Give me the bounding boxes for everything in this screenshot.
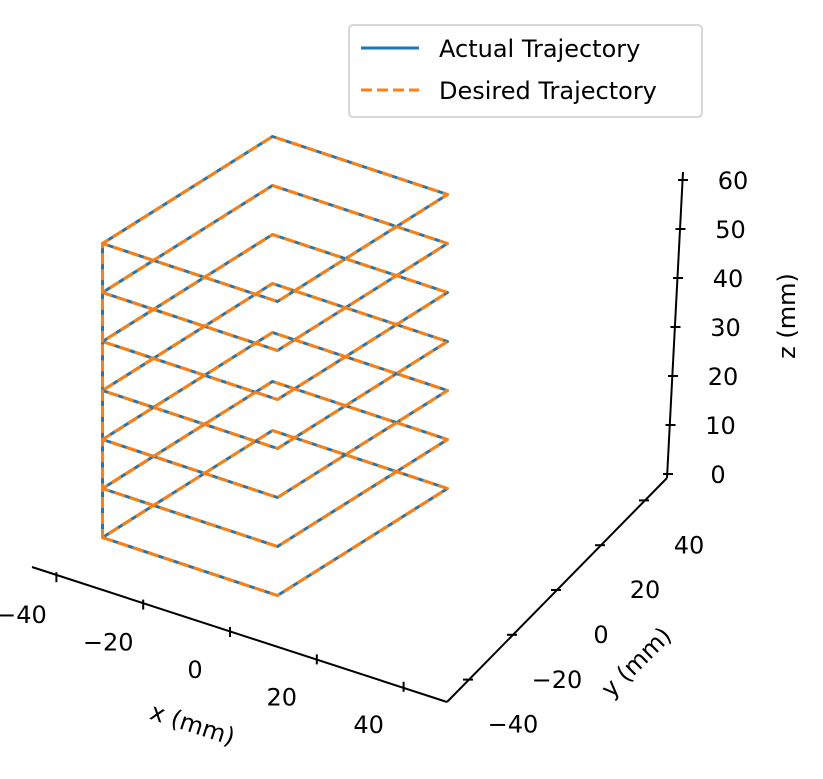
series-actual-trajectory <box>101 135 449 597</box>
z-axis-line <box>666 171 684 479</box>
y-ticks: −40 −20 0 20 40 <box>463 499 705 739</box>
z-tick-label: 50 <box>715 216 746 244</box>
y-tick-label: 40 <box>674 531 705 559</box>
z-tick-label: 30 <box>710 314 741 342</box>
y-tick-label: 0 <box>593 621 608 649</box>
legend-label-actual: Actual Trajectory <box>439 35 640 63</box>
y-tick-label: −40 <box>488 711 539 739</box>
z-tick-label: 10 <box>705 412 736 440</box>
x-axis-line <box>31 566 448 703</box>
series-desired-trajectory <box>101 135 449 597</box>
x-tick-label: −20 <box>83 629 134 657</box>
y-tick-label: −20 <box>532 666 583 694</box>
y-tick-label: 20 <box>630 576 661 604</box>
z-tick-label: 60 <box>718 167 749 195</box>
x-tick-label: 20 <box>267 683 298 711</box>
x-axis-title: x (mm) <box>147 698 239 752</box>
x-tick-label: 0 <box>187 656 202 684</box>
x-axis: −40 −20 0 20 40 x (mm) <box>0 566 448 752</box>
z-tick-label: 0 <box>710 461 725 489</box>
legend-label-desired: Desired Trajectory <box>439 77 657 105</box>
legend: Actual Trajectory Desired Trajectory <box>348 24 703 118</box>
z-axis: 0 10 20 30 40 50 60 z (mm) <box>663 167 801 489</box>
x-tick-label: 40 <box>353 711 384 739</box>
z-ticks: 0 10 20 30 40 50 60 <box>663 167 748 489</box>
z-axis-title: z (mm) <box>773 273 801 359</box>
legend-frame <box>348 24 703 118</box>
series-layer <box>101 135 449 597</box>
x-ticks: −40 −20 0 20 40 <box>0 572 405 739</box>
x-tick-label: −40 <box>0 601 47 629</box>
z-tick-label: 40 <box>713 265 744 293</box>
z-tick-label: 20 <box>708 363 739 391</box>
